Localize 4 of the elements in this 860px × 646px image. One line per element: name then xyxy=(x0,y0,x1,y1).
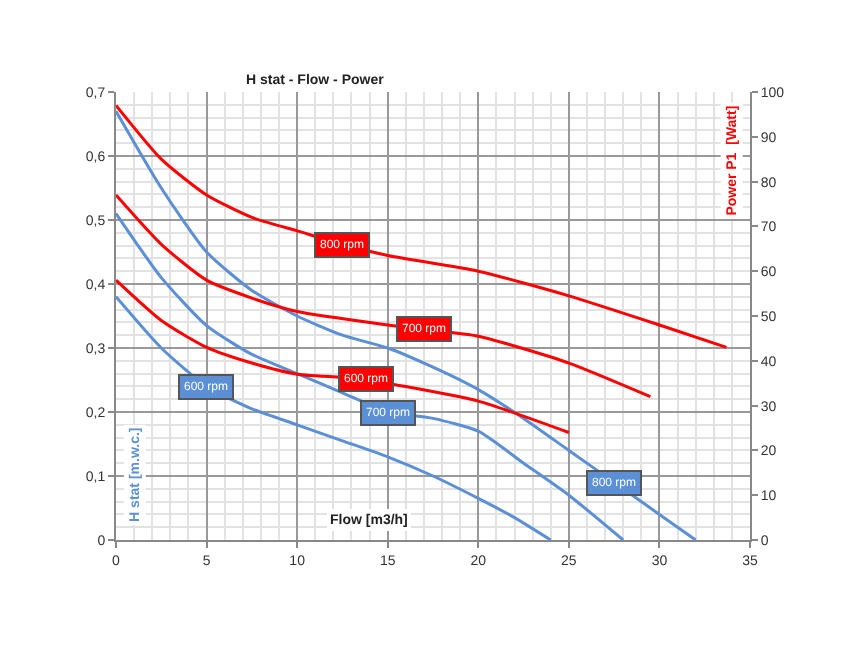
line-series xyxy=(116,193,652,399)
line-series xyxy=(116,103,728,349)
line-series xyxy=(116,109,698,540)
line-series xyxy=(116,295,553,540)
